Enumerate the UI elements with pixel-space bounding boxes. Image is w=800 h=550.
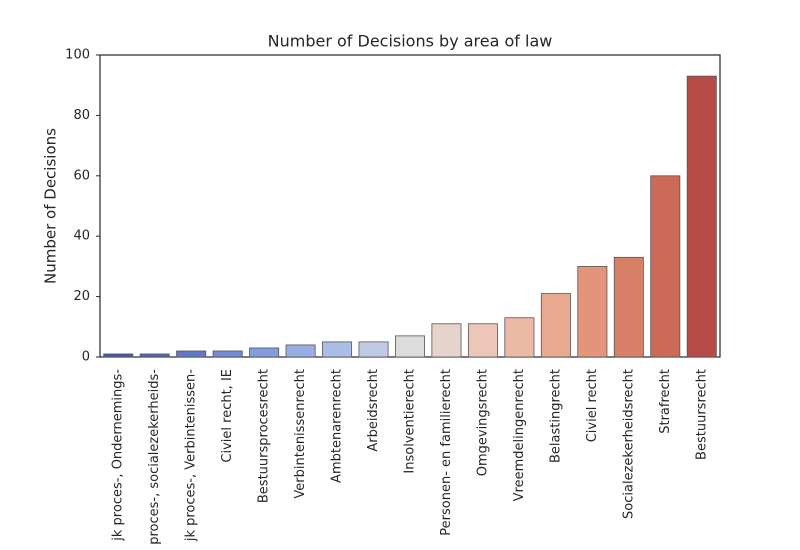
y-tick-label: 20 [73,289,90,304]
x-tick-label: jk proces-, Verbintenissen- [184,369,199,542]
bar [686,75,717,358]
chart-title: Number of Decisions by area of law [268,32,553,51]
x-tick-label: Insolventierecht [403,369,418,474]
y-axis-label: Number of Decisions [42,128,60,284]
x-tick-label: Personen- en familierecht [439,369,454,536]
x-tick-label: jk proces-, Ondernemings- [111,369,126,542]
y-tick-label: 100 [65,48,90,63]
bar [285,344,316,358]
x-tick-label: Civiel recht [585,369,600,442]
y-tick-label: 40 [73,229,90,244]
bar [650,175,681,358]
x-tick-label: Vreemdelingenrecht [512,369,527,501]
x-tick-label: Bestuursrecht [694,369,709,460]
bar [139,353,170,358]
bar [103,353,134,358]
bar [577,265,608,358]
x-tick-label: Arbeidsrecht [366,369,381,452]
bar [504,317,535,358]
x-tick-label: Ambtenarenrecht [330,369,345,483]
bar [249,347,280,358]
bar [212,350,243,358]
y-tick-label: 0 [82,350,90,365]
bar [467,323,498,358]
x-tick-label: Bestuursprocesrecht [257,369,272,503]
bar [322,341,353,358]
x-tick-label: Verbintenissenrecht [293,369,308,499]
y-tick-label: 60 [73,168,90,183]
y-tick-label: 80 [73,108,90,123]
x-tick-label: Civiel recht, IE [220,369,235,463]
x-tick-label: Belastingrecht [548,369,563,463]
bar [176,350,207,358]
bar [395,335,425,358]
bar [540,293,571,358]
bar [358,341,389,358]
x-tick-label: proces-, socialezekerheids- [147,369,162,545]
x-tick-label: Socialezekerheidsrecht [621,369,636,519]
bar [613,256,644,358]
x-tick-label: Omgevingsrecht [475,369,490,476]
bar [431,323,462,358]
x-tick-label: Strafrecht [658,369,673,434]
